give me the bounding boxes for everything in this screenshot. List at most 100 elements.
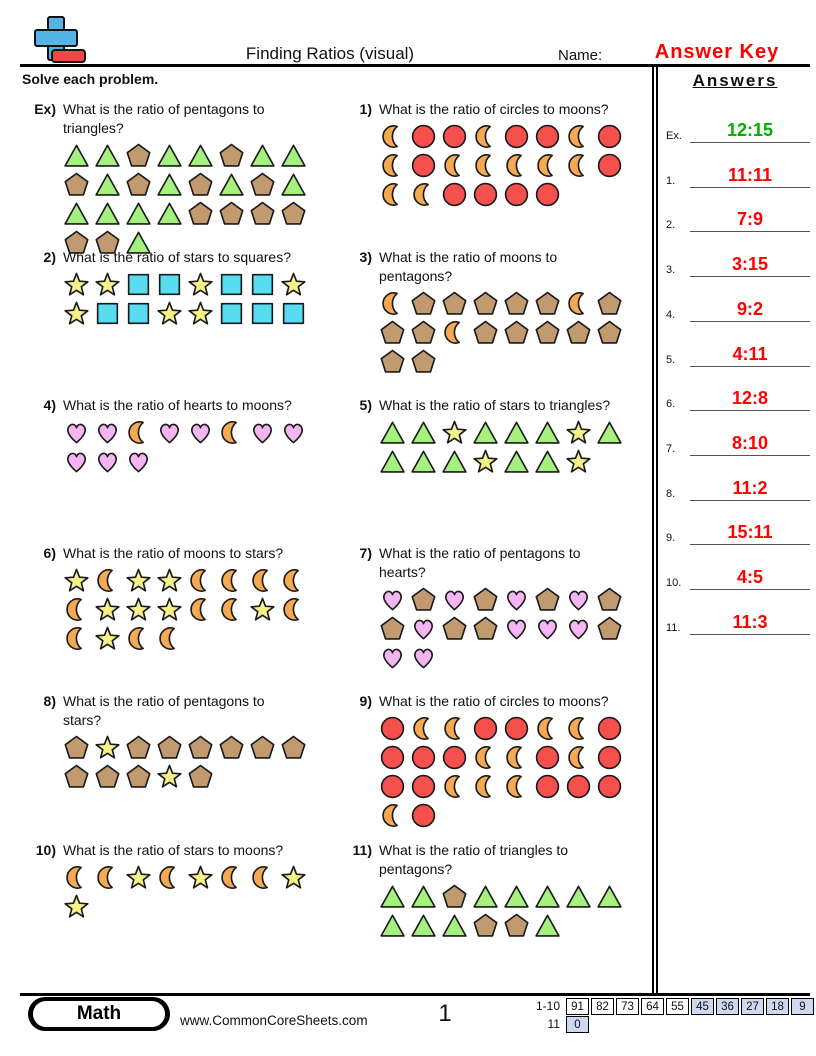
shape-moon-icon [475,153,491,177]
answer-value: 4:5 [690,567,810,590]
shape-triangle-icon [95,144,120,167]
shape-rows [379,419,650,475]
problem-6: 6) What is the ratio of moons to stars? [26,544,334,654]
problem-number: 8) [43,693,56,709]
score-cell: 55 [666,998,689,1015]
answer-item: 11. 11:3 [664,599,812,635]
shape-pentagon-icon [535,587,560,611]
shape-triangle-icon [473,885,498,908]
shape-pentagon-icon [95,230,120,254]
shape-circle-icon [597,716,622,741]
shape-moon-icon [159,626,175,650]
shape-moon-icon [283,568,299,592]
shape-pentagon-icon [250,201,275,225]
answer-value: 11:3 [690,612,810,635]
shape-pentagon-icon [281,201,306,225]
shape-moon-icon [221,865,237,889]
shape-rows [379,883,650,939]
shape-square-icon [127,273,150,296]
shape-triangle-icon [95,173,120,196]
answer-item: 10. 4:5 [664,554,812,590]
shape-triangle-icon [380,914,405,937]
shape-moon-icon [444,774,460,798]
answer-label: 3. [666,264,676,277]
shape-moon-icon [413,182,429,206]
shape-triangle-icon [157,144,182,167]
shape-moon-icon [190,568,206,592]
answer-item: 6. 12:8 [664,375,812,412]
shape-triangle-icon [411,421,436,444]
answer-item: 1. 11:11 [664,152,812,188]
shape-rows [379,123,650,208]
answer-label: 6. [666,398,676,411]
shape-square-icon [282,302,305,325]
shape-moon-icon [413,716,429,740]
answer-value: 12:8 [690,388,810,412]
shape-square-icon [220,273,243,296]
shape-star-icon [95,735,120,759]
answer-value: 12:15 [690,120,810,143]
shape-moon-icon [97,865,113,889]
shape-heart-icon [284,423,303,444]
shape-circle-icon [535,124,560,149]
problem-question: What is the ratio of pentagons to triang… [63,101,265,136]
problem-number: 7) [359,545,372,561]
shape-row [379,181,650,208]
shape-square-icon [251,302,274,325]
shape-pentagon-icon [597,320,622,344]
shape-heart-icon [414,619,433,640]
shape-pentagon-icon [473,291,498,315]
shape-triangle-icon [157,202,182,225]
answer-label: 9. [666,532,676,545]
shape-moon-icon [506,153,522,177]
score-cell: 36 [716,998,739,1015]
shape-moon-icon [475,124,491,148]
problem-8: 8) What is the ratio of pentagons to star… [26,692,334,792]
shape-triangle-icon [64,144,89,167]
problem-question: What is the ratio of pentagons to hearts… [379,545,581,580]
shape-circle-icon [411,124,436,149]
shape-star-icon [126,865,151,889]
shape-rows [379,586,650,671]
answer-label: 7. [666,442,676,455]
shape-circle-icon [411,153,436,178]
shape-pentagon-icon [442,884,467,908]
shape-moon-icon [283,597,299,621]
shape-row [379,348,650,375]
shape-row [63,229,334,256]
shape-star-icon [250,597,275,621]
shape-moon-icon [128,626,144,650]
answers-title: Answers [692,71,778,90]
shape-pentagon-icon [188,764,213,788]
shape-star-icon [126,597,151,621]
answer-item: 8. 11:2 [664,465,812,501]
shape-circle-icon [504,716,529,741]
shape-triangle-icon [411,450,436,473]
shape-heart-icon [383,590,402,611]
shape-rows [63,142,334,256]
shape-pentagon-icon [126,735,151,759]
answer-label: 10. [666,577,682,589]
shape-triangle-icon [380,450,405,473]
shape-heart-icon [414,648,433,669]
shape-star-icon [157,597,182,621]
shape-pentagon-icon [219,735,244,759]
shape-heart-icon [383,648,402,669]
shape-star-icon [473,449,498,473]
shape-star-icon [95,626,120,650]
shape-row [379,152,650,179]
shape-triangle-icon [281,173,306,196]
shape-star-icon [64,568,89,592]
shape-pentagon-icon [64,735,89,759]
score-cell: 73 [616,998,639,1015]
shape-moon-icon [568,153,584,177]
shape-heart-icon [569,619,588,640]
shape-row [379,586,650,613]
shape-row [379,123,650,150]
answers-divider [652,64,658,995]
shape-circle-icon [380,716,405,741]
problem-number: 1) [359,101,372,117]
problem-question: What is the ratio of circles to moons? [379,101,609,117]
shape-row [379,912,650,939]
shape-triangle-icon [188,144,213,167]
